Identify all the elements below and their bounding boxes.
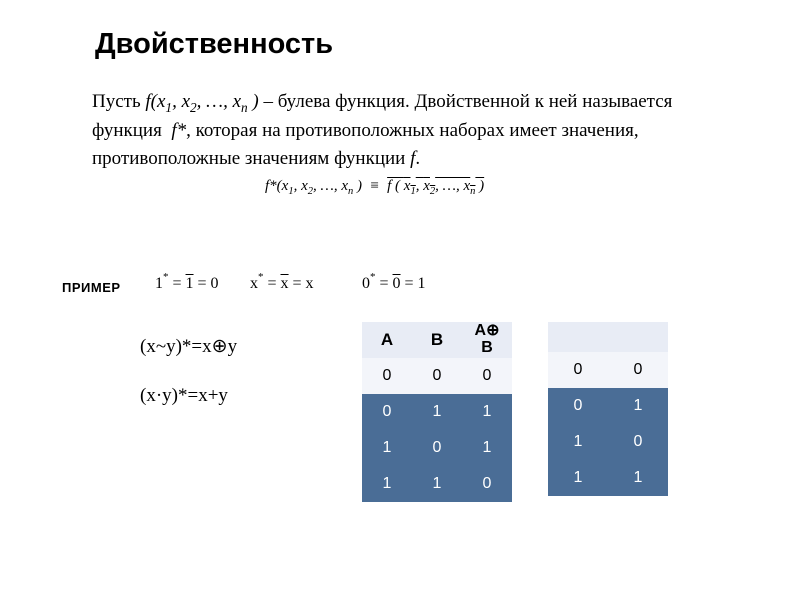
example-identity: 0* = 0 = 1 [362,275,426,293]
table-cell: 0 [548,388,608,424]
table-row: 011 [362,394,512,430]
truth-table-xor: ABA⊕B 000011101110 [362,322,512,502]
table-header-empty [608,322,668,352]
table-cell: 1 [362,430,412,466]
table-cell: 1 [362,466,412,502]
table-header: A⊕B [462,322,512,358]
table-row: 00 [548,352,668,388]
table-row: 000 [362,358,512,394]
example-identity: x* = x = x [250,275,314,293]
table-header: B [412,322,462,358]
table-cell: 1 [412,394,462,430]
table-row: 101 [362,430,512,466]
table-header: A [362,322,412,358]
table-cell: 0 [362,358,412,394]
example-label: ПРИМЕР [62,280,121,295]
table-cell: 0 [362,394,412,430]
table-row: 01 [548,388,668,424]
definition-paragraph: Пусть f(x1, x2, …, xn ) – булева функция… [92,88,712,172]
table-cell: 0 [412,430,462,466]
truth-table-right: 00011011 [548,322,668,496]
duality-formula: f*(x1, x2, …, xn ) ≡ f ( x1, x2, …, xn ) [265,178,484,197]
page-title: Двойственность [95,28,333,61]
table-cell: 1 [462,430,512,466]
table-cell: 0 [462,466,512,502]
example-identity: 1* = 1 = 0 [155,275,219,293]
table-cell: 0 [412,358,462,394]
table-row: 10 [548,424,668,460]
table-cell: 0 [608,424,668,460]
table-cell: 0 [462,358,512,394]
table-row: 11 [548,460,668,496]
equation-1: (x~y)*=x⊕y [140,335,237,358]
table-cell: 1 [608,388,668,424]
equation-2: (x·y)*=x+y [140,385,228,407]
table-cell: 0 [548,352,608,388]
table-header-empty [548,322,608,352]
table-row: 110 [362,466,512,502]
table-cell: 1 [608,460,668,496]
table-cell: 1 [412,466,462,502]
table-cell: 1 [548,460,608,496]
table-cell: 0 [608,352,668,388]
table-cell: 1 [462,394,512,430]
table-cell: 1 [548,424,608,460]
